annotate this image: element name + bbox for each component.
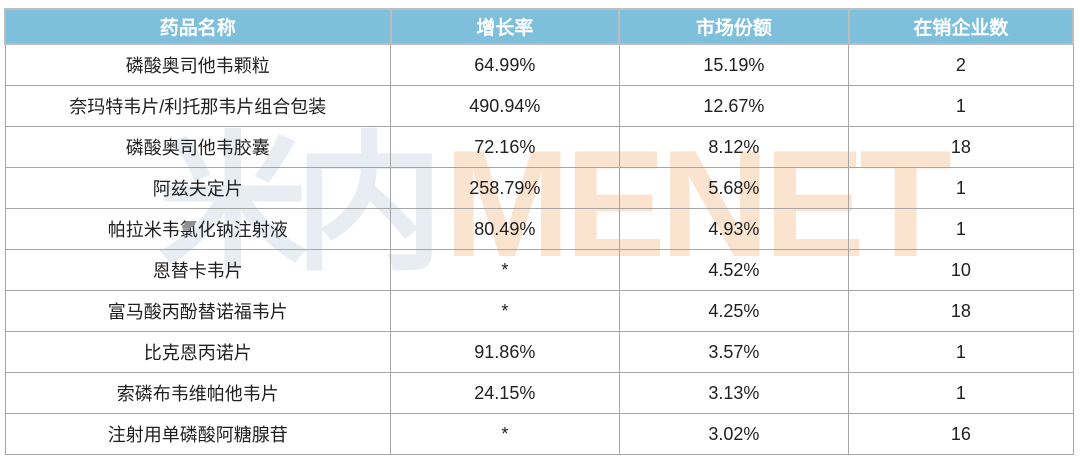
table-row: 比克恩丙诺片 91.86% 3.57% 1 [4,331,1074,373]
cell-market-share: 5.68% [618,167,850,209]
cell-company-count: 2 [848,43,1074,86]
table-row: 富马酸丙酚替诺福韦片 * 4.25% 18 [4,290,1074,332]
cell-company-count: 1 [848,208,1074,250]
cell-company-count: 16 [848,413,1074,455]
cell-market-share: 12.67% [618,85,850,127]
header-row: 药品名称 增长率 市场份额 在销企业数 [4,8,1075,45]
cell-growth-rate: 91.86% [390,331,620,373]
cell-drug-name: 奈玛特韦片/利托那韦片组合包装 [4,85,392,127]
table-row: 磷酸奥司他韦胶囊 72.16% 8.12% 18 [4,126,1074,168]
column-header-drug-name: 药品名称 [4,8,392,45]
cell-growth-rate: 490.94% [390,85,620,127]
cell-market-share: 4.25% [618,290,850,332]
cell-market-share: 3.13% [618,372,850,414]
cell-drug-name: 恩替卡韦片 [4,249,392,291]
table-row: 阿兹夫定片 258.79% 5.68% 1 [4,167,1074,209]
cell-company-count: 1 [848,331,1074,373]
cell-market-share: 3.02% [618,413,850,455]
cell-drug-name: 阿兹夫定片 [4,167,392,209]
drug-data-table: 药品名称 增长率 市场份额 在销企业数 磷酸奥司他韦颗粒 64.99% 15.19% 2 奈玛… [4,8,1075,455]
cell-company-count: 18 [848,290,1074,332]
cell-market-share: 3.57% [618,331,850,373]
table-row: 奈玛特韦片/利托那韦片组合包装 490.94% 12.67% 1 [4,85,1074,127]
cell-drug-name: 注射用单磷酸阿糖腺苷 [4,413,392,455]
cell-market-share: 8.12% [618,126,850,168]
cell-market-share: 4.93% [618,208,850,250]
cell-growth-rate: * [390,290,620,332]
cell-growth-rate: 80.49% [390,208,620,250]
cell-company-count: 18 [848,126,1074,168]
cell-growth-rate: * [390,413,620,455]
table-row: 帕拉米韦氯化钠注射液 80.49% 4.93% 1 [4,208,1074,250]
cell-drug-name: 比克恩丙诺片 [4,331,392,373]
cell-growth-rate: 24.15% [390,372,620,414]
cell-company-count: 10 [848,249,1074,291]
column-header-company-count: 在销企业数 [847,8,1075,45]
cell-growth-rate: 64.99% [390,43,620,86]
cell-drug-name: 磷酸奥司他韦胶囊 [4,126,392,168]
cell-drug-name: 富马酸丙酚替诺福韦片 [4,290,392,332]
table-row: 注射用单磷酸阿糖腺苷 * 3.02% 16 [4,413,1074,455]
cell-drug-name: 磷酸奥司他韦颗粒 [4,43,392,86]
table-row: 磷酸奥司他韦颗粒 64.99% 15.19% 2 [4,43,1074,86]
cell-company-count: 1 [848,372,1074,414]
table-row: 索磷布韦维帕他韦片 24.15% 3.13% 1 [4,372,1074,414]
cell-drug-name: 索磷布韦维帕他韦片 [4,372,392,414]
table-row: 恩替卡韦片 * 4.52% 10 [4,249,1074,291]
cell-company-count: 1 [848,167,1074,209]
column-header-market-share: 市场份额 [618,8,850,45]
cell-company-count: 1 [848,85,1074,127]
cell-growth-rate: 72.16% [390,126,620,168]
cell-drug-name: 帕拉米韦氯化钠注射液 [4,208,392,250]
cell-market-share: 15.19% [618,43,850,86]
cell-growth-rate: * [390,249,620,291]
cell-market-share: 4.52% [618,249,850,291]
cell-growth-rate: 258.79% [390,167,620,209]
column-header-growth-rate: 增长率 [389,8,621,45]
